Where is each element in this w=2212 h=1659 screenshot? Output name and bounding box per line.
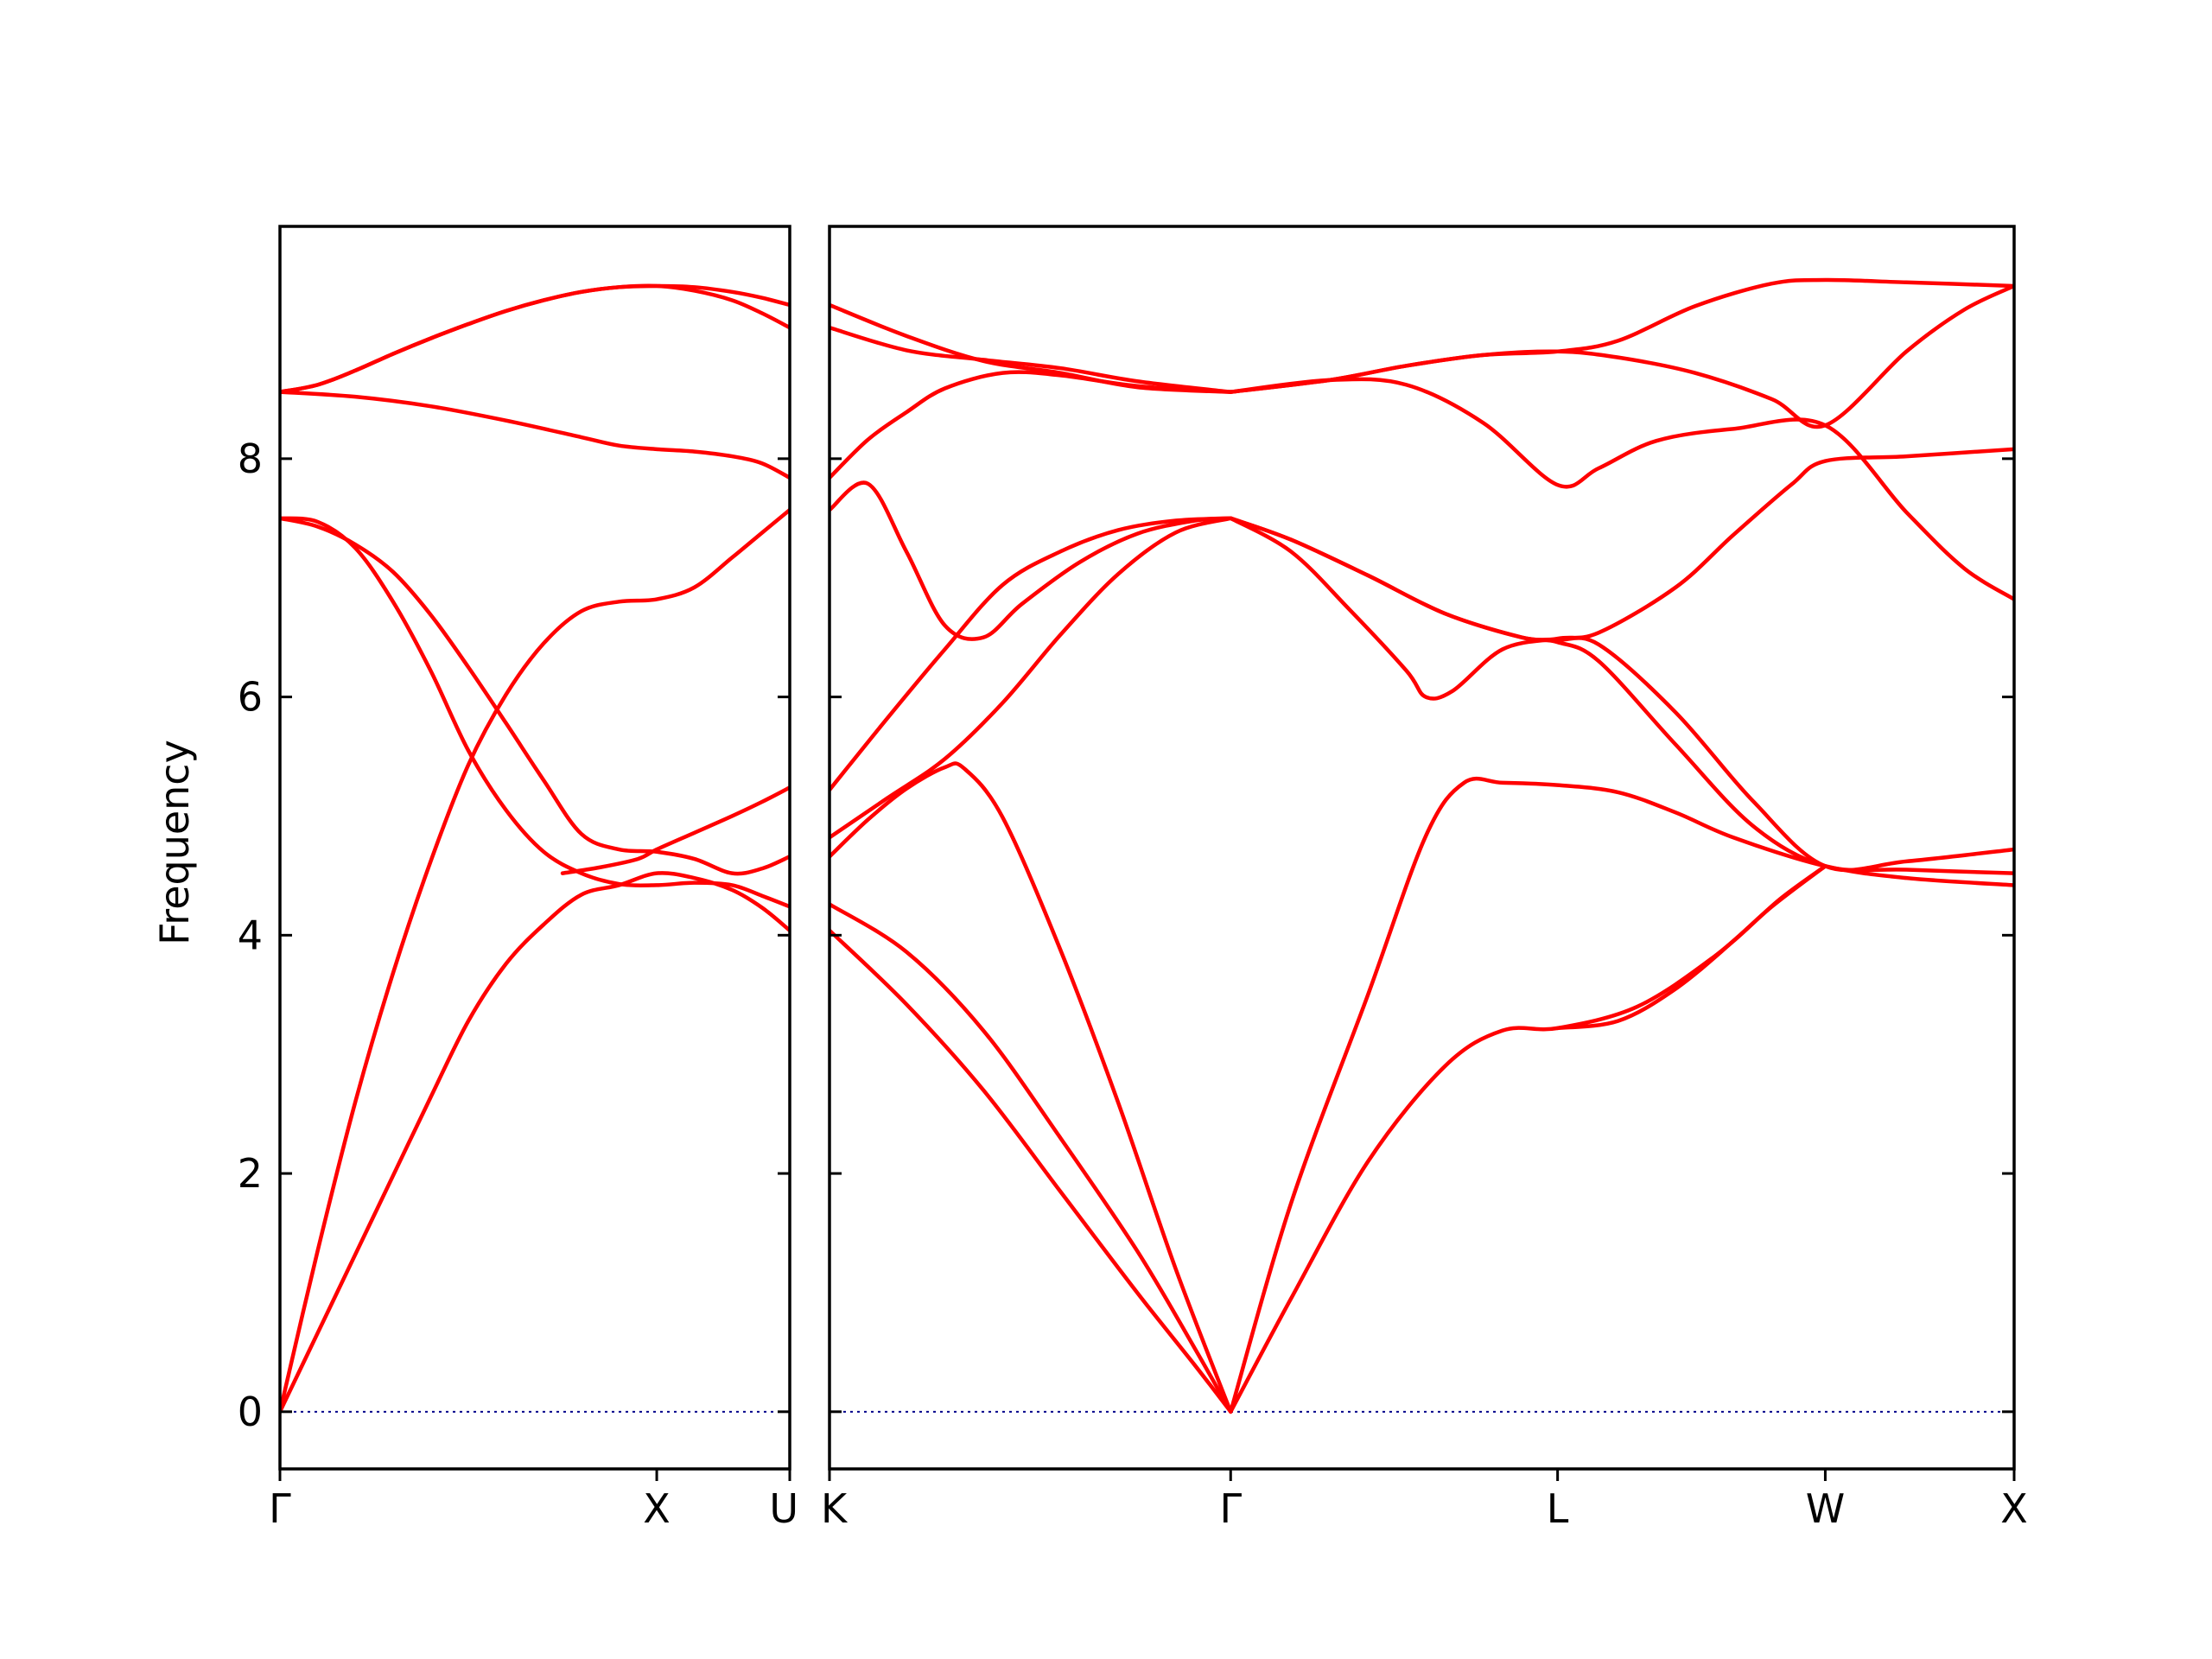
x-tick-label: Γ	[1219, 1485, 1242, 1532]
band-line-right-6	[830, 480, 1233, 641]
band-line-right-14	[1229, 516, 2014, 873]
y-tick-label: 4	[238, 912, 263, 958]
y-tick-label: 0	[238, 1389, 263, 1435]
band-line-right-5	[830, 516, 1233, 792]
x-tick-label: U	[769, 1485, 798, 1532]
plot-area	[280, 283, 790, 1414]
x-tick-label: K	[821, 1485, 849, 1532]
axes-frame	[278, 225, 791, 1471]
y-tick-label: 6	[238, 674, 263, 721]
x-tick-label: Γ	[269, 1485, 291, 1532]
plot-area	[830, 277, 2014, 1414]
band-line-right-16	[1229, 776, 2014, 1414]
band-line-left-7	[280, 283, 790, 394]
x-tick-label: X	[643, 1485, 671, 1532]
band-line-right-15	[1229, 516, 2014, 875]
left-panel: 0 2 4 6 8 Γ X U	[238, 225, 798, 1532]
band-line-right-12	[1229, 283, 2014, 429]
x-tick-label: L	[1547, 1485, 1569, 1532]
axes-frame	[828, 225, 2016, 1471]
x-tick-label: X	[2000, 1485, 2028, 1532]
band-line-left-1	[280, 871, 790, 1414]
band-line-left-3	[280, 516, 790, 909]
y-tick-label: 2	[238, 1150, 263, 1197]
band-line-left-2	[280, 507, 790, 1414]
band-line-right-4	[830, 516, 1233, 840]
band-line-left-4	[280, 516, 790, 876]
band-line-left-8	[560, 785, 790, 875]
band-line-left-5	[280, 390, 790, 480]
band-line-right-17	[1229, 864, 1827, 1414]
y-axis-label: Frequency	[151, 740, 198, 945]
band-line-right-11	[1229, 377, 2014, 601]
y-tick-label: 8	[238, 435, 263, 482]
band-line-right-3	[830, 761, 1233, 1414]
band-line-right-2	[830, 902, 1233, 1414]
x-tick-label: W	[1806, 1485, 1845, 1532]
band-line-right-9	[830, 302, 1233, 394]
band-line-right-8	[830, 325, 1233, 394]
band-line-right-1	[830, 928, 1233, 1414]
band-line-right-18	[1555, 864, 1827, 1031]
